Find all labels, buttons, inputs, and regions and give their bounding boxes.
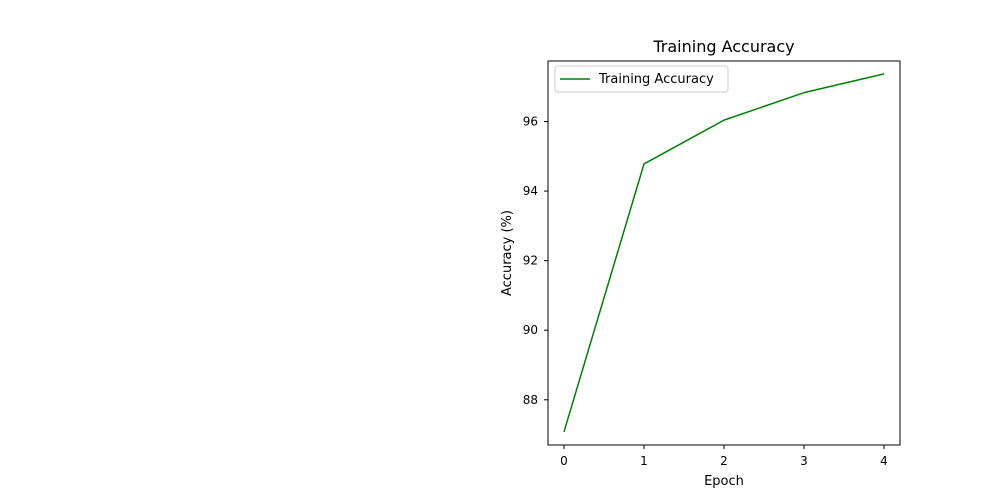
y-axis: 88 90 92 94 96 <box>523 115 548 407</box>
y-tick-label: 90 <box>523 323 538 337</box>
legend-box <box>554 65 729 93</box>
legend: Training Accuracy <box>554 65 729 93</box>
series-line-training-accuracy <box>563 73 885 432</box>
y-tick-label: 94 <box>523 184 538 198</box>
x-tick-label: 0 <box>560 454 568 468</box>
x-axis: 0 1 2 3 4 <box>560 445 888 468</box>
chart-title: Training Accuracy <box>652 37 794 56</box>
legend-label: Training Accuracy <box>598 72 714 87</box>
y-tick-label: 96 <box>523 115 538 129</box>
y-axis-label: Accuracy (%) <box>500 210 515 296</box>
x-tick-label: 3 <box>800 454 808 468</box>
y-tick-label: 92 <box>523 254 538 268</box>
x-tick-label: 1 <box>640 454 648 468</box>
x-tick-label: 4 <box>880 454 888 468</box>
series-layer <box>563 73 885 432</box>
x-axis-label: Epoch <box>704 474 744 489</box>
y-tick-label: 88 <box>523 393 538 407</box>
x-tick-label: 2 <box>720 454 728 468</box>
